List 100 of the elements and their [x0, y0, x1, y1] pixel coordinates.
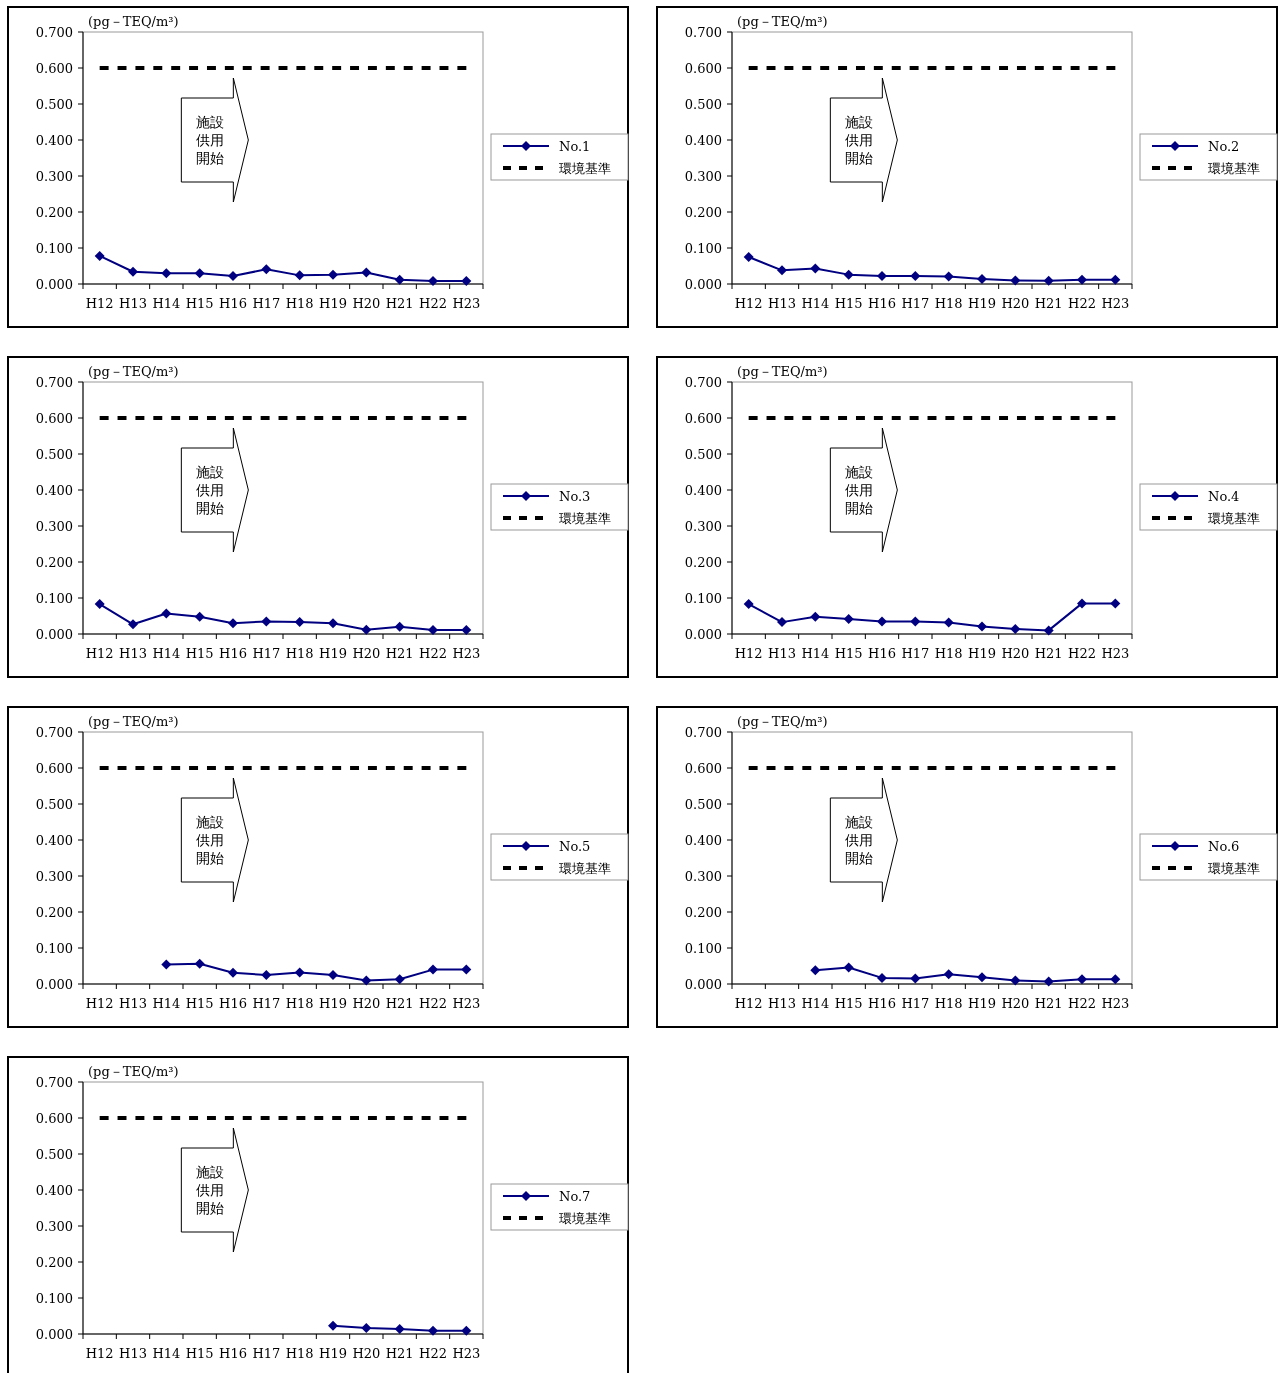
point	[328, 618, 338, 629]
point	[1010, 275, 1021, 286]
point	[428, 625, 438, 636]
y-tick-label: 0.300	[35, 168, 73, 184]
point	[877, 271, 887, 282]
y-tick-label: 0.400	[35, 132, 73, 148]
point	[1077, 974, 1087, 985]
x-tick-label: H21	[385, 996, 414, 1011]
point	[161, 608, 172, 619]
x-tick-label: H22	[419, 1346, 447, 1361]
x-tick-label: H16	[219, 646, 247, 661]
y-tick-label: 0.700	[35, 24, 73, 40]
x-tick-label: H21	[385, 1346, 414, 1361]
x-tick-label: H12	[734, 646, 763, 661]
point	[810, 263, 821, 274]
x-tick-label: H23	[1101, 646, 1130, 661]
x-tick-label: H16	[219, 1346, 247, 1361]
point	[877, 616, 887, 627]
y-tick-label: 0.700	[35, 1074, 73, 1090]
x-tick-label: H14	[152, 296, 181, 311]
x-tick-label: H23	[452, 646, 481, 661]
point	[394, 621, 405, 632]
x-tick-label: H19	[319, 1346, 347, 1361]
y-tick-label: 0.300	[35, 868, 73, 884]
x-tick-label: H16	[868, 296, 896, 311]
x-tick-label: H13	[119, 1346, 147, 1361]
legend-label: 環境基準	[559, 160, 611, 176]
x-tick-label: H13	[768, 296, 796, 311]
legend-label: No.3	[559, 488, 591, 504]
point	[194, 611, 205, 622]
point	[743, 252, 754, 262]
annotation: 施設供用開始	[845, 463, 874, 516]
x-tick-label: H12	[734, 296, 763, 311]
y-tick-label: 0.700	[35, 374, 73, 390]
x-tick-label: H19	[319, 646, 347, 661]
x-tick-label: H15	[834, 296, 863, 311]
x-tick-label: H15	[834, 996, 863, 1011]
x-tick-label: H18	[285, 1346, 314, 1361]
x-tick-label: H19	[968, 646, 996, 661]
y-tick-label: 0.600	[684, 60, 722, 76]
point	[1110, 974, 1121, 985]
x-tick-label: H18	[285, 996, 314, 1011]
x-tick-label: H16	[868, 996, 896, 1011]
y-axis-title: (pg－TEQ/m³)	[88, 1064, 179, 1079]
x-tick-label: H22	[1068, 296, 1096, 311]
x-tick-label: H22	[419, 646, 447, 661]
point	[943, 969, 954, 980]
y-tick-label: 0.500	[35, 96, 73, 112]
y-axis-title: (pg－TEQ/m³)	[88, 364, 179, 379]
x-tick-label: H23	[1101, 296, 1130, 311]
x-tick-label: H12	[85, 296, 114, 311]
y-tick-label: 0.100	[35, 240, 73, 256]
y-tick-label: 0.100	[684, 590, 722, 606]
x-tick-label: H21	[1034, 646, 1063, 661]
legend-label: No.4	[1208, 488, 1240, 504]
y-tick-label: 0.200	[35, 904, 73, 920]
y-tick-label: 0.600	[684, 760, 722, 776]
y-tick-label: 0.400	[35, 482, 73, 498]
point	[977, 621, 987, 632]
y-tick-label: 0.300	[684, 518, 722, 534]
x-tick-label: H18	[934, 996, 963, 1011]
legend-label: No.7	[559, 1188, 591, 1204]
legend-label: No.5	[559, 838, 591, 854]
annotation: 施設供用開始	[196, 113, 225, 166]
legend-label: 環境基準	[559, 1210, 611, 1226]
point	[943, 271, 954, 282]
x-tick-label: H16	[219, 296, 247, 311]
point	[228, 618, 238, 629]
y-tick-label: 0.000	[684, 276, 722, 292]
point	[943, 617, 954, 628]
y-tick-label: 0.600	[35, 760, 73, 776]
y-tick-label: 0.300	[684, 168, 722, 184]
y-tick-label: 0.100	[35, 590, 73, 606]
y-tick-label: 0.100	[35, 1290, 73, 1306]
y-tick-label: 0.000	[684, 976, 722, 992]
y-tick-label: 0.200	[684, 904, 722, 920]
point	[910, 271, 921, 282]
x-tick-label: H22	[419, 296, 447, 311]
y-tick-label: 0.600	[35, 1110, 73, 1126]
y-tick-label: 0.700	[684, 374, 722, 390]
x-tick-label: H12	[85, 646, 114, 661]
x-tick-label: H14	[152, 646, 181, 661]
y-tick-label: 0.300	[35, 1218, 73, 1234]
x-tick-label: H17	[901, 646, 930, 661]
x-tick-label: H16	[868, 646, 896, 661]
point	[1077, 274, 1087, 285]
y-axis-title: (pg－TEQ/m³)	[737, 14, 828, 29]
x-tick-label: H16	[219, 996, 247, 1011]
x-tick-label: H19	[968, 996, 996, 1011]
x-tick-label: H22	[419, 996, 447, 1011]
x-tick-label: H18	[934, 646, 963, 661]
annotation: 施設供用開始	[845, 113, 874, 166]
x-tick-label: H21	[1034, 296, 1063, 311]
y-tick-label: 0.400	[35, 1182, 73, 1198]
point	[843, 613, 854, 624]
legend-label: No.6	[1208, 838, 1240, 854]
x-tick-label: H21	[385, 646, 414, 661]
point	[1043, 976, 1054, 987]
legend-label: 環境基準	[559, 860, 611, 876]
x-tick-label: H15	[185, 646, 214, 661]
